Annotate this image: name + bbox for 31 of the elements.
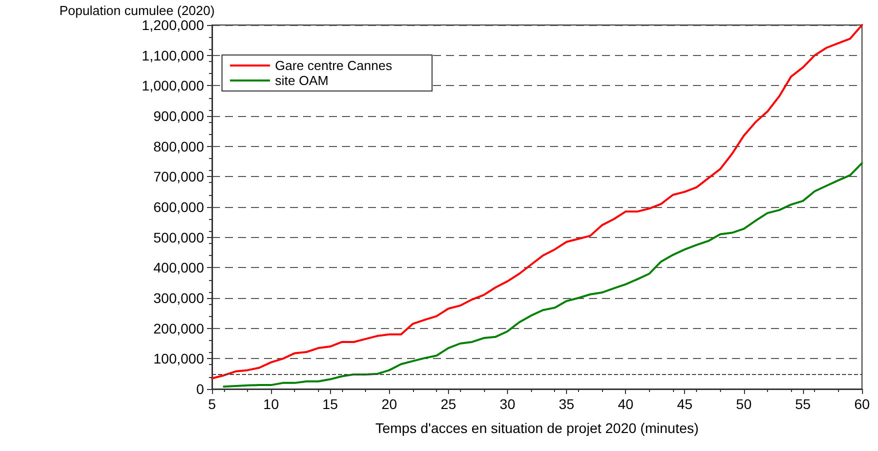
y-tick-label: 100,000 — [153, 350, 204, 367]
line-series — [211, 24, 863, 380]
y-tick-label: 500,000 — [153, 229, 204, 246]
x-axis-title: Temps d'acces en situation de projet 2020 (minutes) — [375, 420, 699, 436]
x-tick-label: 20 — [381, 396, 398, 412]
y-tick-label: 300,000 — [153, 290, 204, 306]
x-tick-label: 40 — [618, 396, 634, 412]
x-tick-label: 60 — [854, 396, 870, 412]
y-tick-label: 1,000,000 — [142, 78, 204, 94]
x-tick-label: 5 — [208, 396, 216, 412]
y-tick-label: 200,000 — [153, 320, 204, 336]
y-tick-label: 1,100,000 — [142, 47, 204, 64]
legend-label: Gare centre Cannes — [275, 58, 393, 73]
y-tick-label: 0 — [196, 381, 204, 397]
x-tick-label: 45 — [676, 396, 693, 412]
y-tick-label: 600,000 — [153, 199, 204, 215]
line-series — [222, 162, 863, 388]
x-tick-label: 10 — [263, 396, 280, 412]
x-tick-label: 50 — [736, 396, 752, 412]
x-tick-label: 55 — [795, 396, 811, 412]
x-tick-label: 30 — [500, 396, 516, 412]
y-tick-label: 900,000 — [153, 108, 204, 124]
y-tick-label: 400,000 — [153, 260, 204, 276]
y-tick-label: 1,200,000 — [142, 17, 204, 33]
legend-label: site OAM — [275, 73, 328, 88]
y-tick-label: 700,000 — [153, 168, 204, 185]
x-tick-label: 35 — [558, 396, 575, 412]
x-tick-label: 25 — [440, 396, 456, 412]
x-tick-label: 15 — [322, 396, 338, 412]
y-tick-label: 800,000 — [153, 138, 204, 154]
y-axis-title: Population cumulee (2020) — [59, 3, 215, 18]
